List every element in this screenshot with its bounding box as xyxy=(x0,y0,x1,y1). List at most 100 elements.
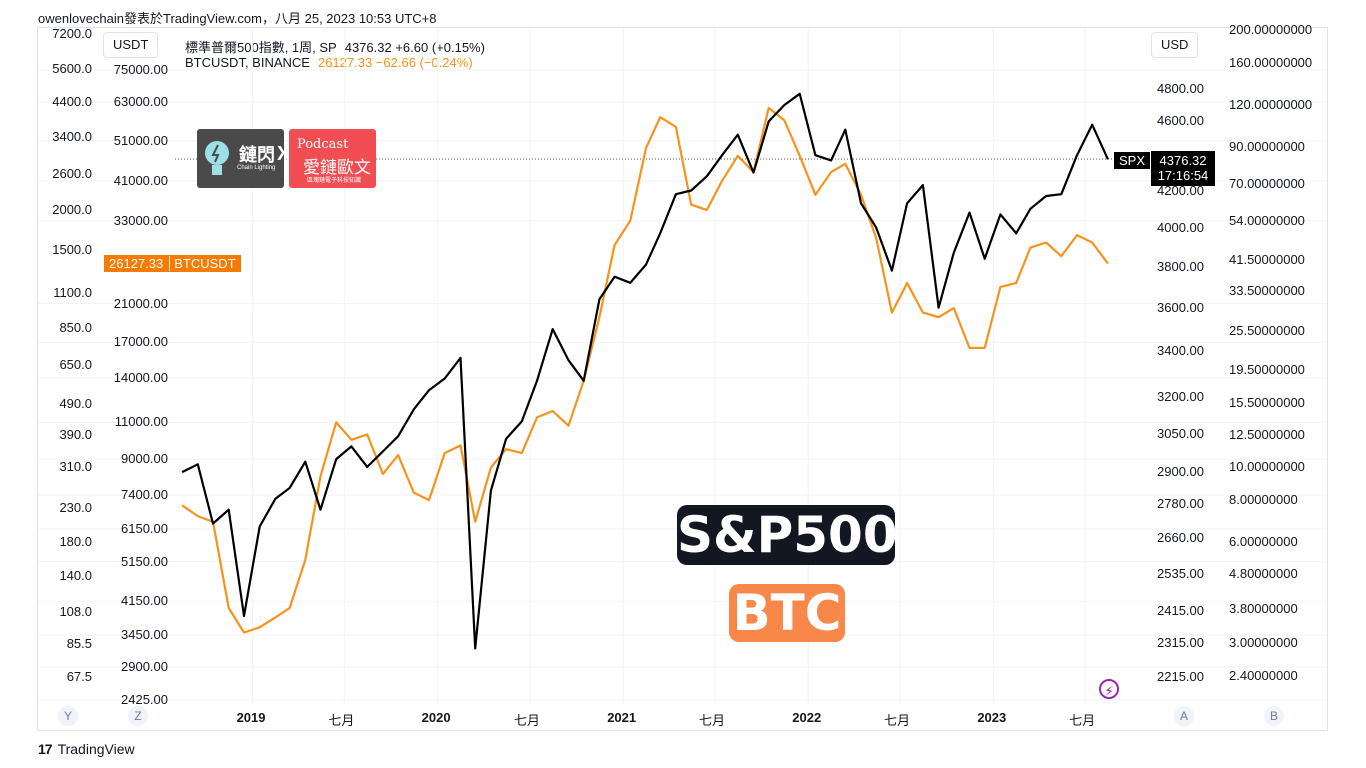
right-outer-tick: 90.00000000 xyxy=(1229,138,1305,154)
left-outer-tick: 2000.0 xyxy=(52,202,92,218)
right-inner-tick: 3800.00 xyxy=(1157,258,1204,274)
podcast-logo: Podcast 愛鏈歐文 區塊鏈電子科技知識 xyxy=(289,129,376,188)
btc-series-line xyxy=(181,106,1109,634)
left-inner-tick: 14000.00 xyxy=(113,370,168,386)
left-outer-tick: 4400.0 xyxy=(52,94,92,109)
logo-right-main: 愛鏈歐文 xyxy=(303,158,371,177)
left-unit-button[interactable]: USDT xyxy=(103,32,159,58)
right-outer-tick: 41.50000000 xyxy=(1229,251,1305,267)
right-outer-tick: 3.00000000 xyxy=(1229,635,1298,650)
left-outer-tick: 3400.0 xyxy=(52,129,92,145)
left-outer-tick: 140.0 xyxy=(59,568,92,584)
legend-spx-name: 標準普爾500指數, 1周, SP xyxy=(185,40,337,55)
right-outer-tick: 12.50000000 xyxy=(1229,426,1305,442)
time-tick-label: 七月 xyxy=(513,713,540,728)
left-outer-tick: 310.0 xyxy=(59,458,92,474)
btc-price-label: BTCUSDT xyxy=(169,256,236,271)
left-inner-tick: 9000.00 xyxy=(121,451,168,467)
left-inner-tick: 33000.00 xyxy=(113,212,168,228)
left-outer-tick: 490.0 xyxy=(59,395,92,411)
right-outer-tick: 33.50000000 xyxy=(1229,283,1305,299)
btc-price-tag: 26127.33 BTCUSDT xyxy=(104,255,241,272)
right-outer-tick: 4.80000000 xyxy=(1229,566,1298,582)
logo-left-sub: Chain Lighting xyxy=(237,165,276,171)
legend-btc[interactable]: BTCUSDT, BINANCE 26127.33 −62.66 (−0.24%) xyxy=(185,55,473,70)
right-outer-tick: 120.00000000 xyxy=(1229,97,1313,112)
right-inner-tick: 4200.00 xyxy=(1157,182,1204,198)
right-inner-tick: 2415.00 xyxy=(1157,603,1204,619)
overlay-btc-label: BTC xyxy=(729,584,845,642)
right-inner-tick: 4600.00 xyxy=(1157,113,1204,129)
time-tick-label: 2021 xyxy=(607,710,637,725)
footer-brand-text: TradingView xyxy=(57,741,135,757)
left-inner-tick: 6150.00 xyxy=(121,521,168,537)
left-inner-tick: 2900.00 xyxy=(121,659,168,674)
left-inner-tick: 63000.00 xyxy=(113,94,168,109)
logo-cross: X xyxy=(277,143,291,165)
right-inner-tick: 3200.00 xyxy=(1157,389,1204,405)
right-outer-tick: 15.50000000 xyxy=(1229,395,1305,411)
chart-frame xyxy=(37,27,1328,731)
left-outer-tick: 1100.0 xyxy=(53,284,92,300)
left-outer-tick: 650.0 xyxy=(59,357,92,373)
right-inner-tick: 4000.00 xyxy=(1157,219,1204,235)
time-tick-label: 2020 xyxy=(421,710,451,725)
series-group xyxy=(181,92,1109,650)
right-outer-tick: 10.00000000 xyxy=(1229,459,1305,475)
left-outer-tick: 2600.0 xyxy=(52,166,92,182)
left-inner-tick: 41000.00 xyxy=(113,172,168,188)
right-inner-tick: 4800.00 xyxy=(1157,81,1204,96)
left-inner-tick: 5150.00 xyxy=(121,553,168,569)
right-inner-tick: 3400.00 xyxy=(1157,343,1204,359)
time-tick-label: 2022 xyxy=(792,710,822,725)
right-outer-tick: 70.00000000 xyxy=(1229,175,1305,191)
right-outer-tick: 19.50000000 xyxy=(1229,362,1305,377)
right-outer-tick: 200.00000000 xyxy=(1229,22,1313,38)
left-outer-tick: 850.0 xyxy=(59,320,92,336)
left-inner-tick: 21000.00 xyxy=(113,295,168,311)
time-tick-label: 2019 xyxy=(236,710,266,725)
right-inner-tick: 3600.00 xyxy=(1157,299,1204,315)
right-inner-tick: 2215.00 xyxy=(1157,669,1204,684)
corner-button-b[interactable]: B xyxy=(1264,706,1284,726)
time-tick-label: 2023 xyxy=(977,710,1007,725)
right-inner-tick: 2900.00 xyxy=(1157,464,1204,480)
left-inner-tick: 2425.00 xyxy=(121,691,168,707)
legend-btc-values: 26127.33 −62.66 (−0.24%) xyxy=(317,55,473,70)
right-inner-tick: 3050.00 xyxy=(1157,425,1204,441)
legend-spx[interactable]: 標準普爾500指數, 1周, SP 4376.32 +6.60 (+0.15%) xyxy=(185,37,485,56)
right-outer-tick: 25.50000000 xyxy=(1229,322,1305,338)
spx-series-line xyxy=(181,92,1109,650)
legend-btc-name: BTCUSDT, BINANCE xyxy=(185,55,310,70)
left-inner-tick: 51000.00 xyxy=(113,132,168,148)
left-outer-tick: 5600.0 xyxy=(52,60,92,76)
left-outer-tick: 85.5 xyxy=(66,636,92,651)
right-outer-tick: 8.00000000 xyxy=(1229,491,1298,507)
corner-button-a[interactable]: A xyxy=(1174,706,1194,726)
right-outer-tick: 2.40000000 xyxy=(1229,667,1298,683)
lightbulb-icon xyxy=(205,141,229,175)
left-outer-tick: 7200.0 xyxy=(52,26,92,42)
left-inner-tick: 75000.00 xyxy=(113,61,168,77)
right-unit-button[interactable]: USD xyxy=(1151,32,1199,58)
right-outer-tick: 3.80000000 xyxy=(1229,600,1298,616)
spx-price-value: 4376.32 xyxy=(1159,153,1207,168)
right-inner-tick: 2535.00 xyxy=(1157,566,1204,582)
left-outer-tick: 230.0 xyxy=(59,499,92,515)
left-inner-tick: 11000.00 xyxy=(114,414,168,430)
time-tick-label: 七月 xyxy=(328,713,355,728)
right-outer-tick: 160.00000000 xyxy=(1229,55,1313,71)
logo-right-top: Podcast xyxy=(297,137,349,152)
lightning-icon[interactable]: ⚡ xyxy=(1099,679,1119,699)
right-outer-tick: 6.00000000 xyxy=(1229,533,1298,549)
left-outer-tick: 67.5 xyxy=(66,668,92,684)
logo-right-sub: 區塊鏈電子科技知識 xyxy=(307,178,362,184)
spx-countdown: 17:16:54 xyxy=(1157,168,1209,183)
right-inner-tick: 2660.00 xyxy=(1157,529,1204,545)
left-outer-tick: 1500.0 xyxy=(52,242,92,257)
left-outer-tick: 180.0 xyxy=(59,533,92,549)
btc-price-value: 26127.33 xyxy=(109,256,164,271)
corner-button-z[interactable]: Z xyxy=(128,706,148,726)
corner-button-y[interactable]: Y xyxy=(58,706,78,726)
footer-brand: 17 TradingView xyxy=(38,741,135,757)
